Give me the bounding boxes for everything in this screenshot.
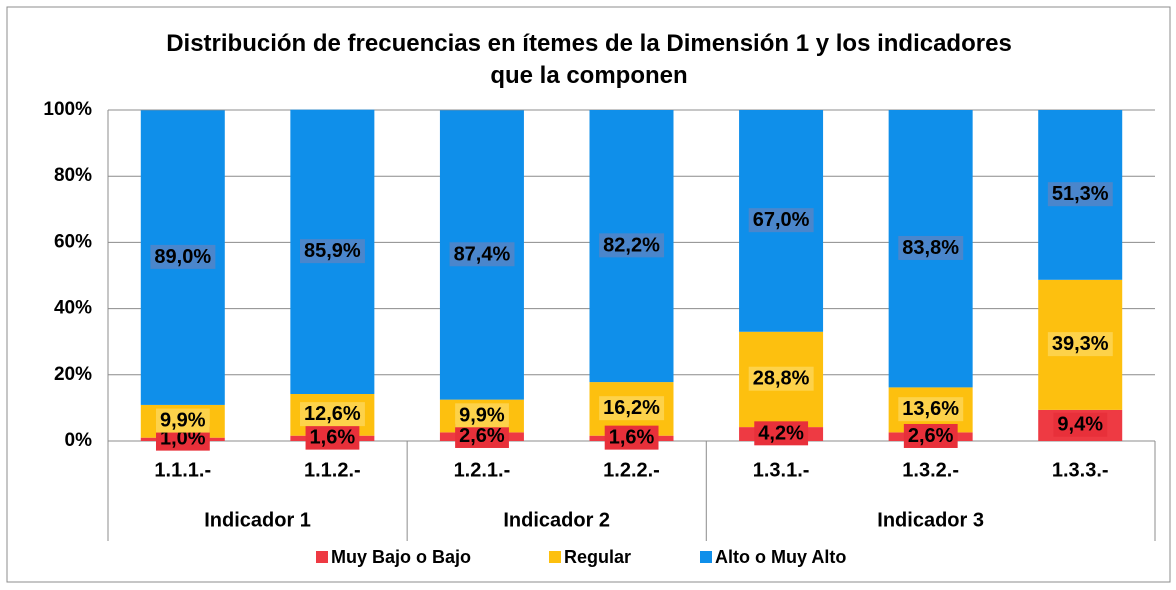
data-label-box xyxy=(449,242,515,267)
y-tick-label: 60% xyxy=(54,231,92,252)
y-tick-label: 40% xyxy=(54,298,92,319)
data-label-box xyxy=(599,233,665,258)
data-label-box xyxy=(1047,182,1113,207)
x-tick-label: 1.3.3.- xyxy=(1052,459,1109,481)
data-label: 82,2% xyxy=(603,234,660,256)
group-label: Indicador 3 xyxy=(877,509,984,531)
x-tick-label: 1.2.2.- xyxy=(603,459,660,481)
data-label: 1,6% xyxy=(609,427,655,449)
legend-label: Alto o Muy Alto xyxy=(715,547,846,567)
data-label: 87,4% xyxy=(454,243,511,265)
data-label-box xyxy=(299,402,365,427)
data-label-box xyxy=(604,425,659,450)
legend-label: Regular xyxy=(564,547,631,567)
y-tick-label: 100% xyxy=(43,99,92,120)
data-label-box xyxy=(898,235,964,260)
legend-label: Muy Bajo o Bajo xyxy=(331,547,471,567)
data-label: 28,8% xyxy=(753,368,810,390)
data-label: 4,2% xyxy=(758,422,804,444)
x-tick-label: 1.3.2.- xyxy=(902,459,959,481)
data-label: 9,9% xyxy=(160,410,206,432)
data-label-box xyxy=(754,421,809,446)
legend-swatch xyxy=(549,551,561,563)
data-label: 83,8% xyxy=(902,237,959,259)
data-label: 13,6% xyxy=(902,398,959,420)
data-label-box xyxy=(1047,332,1113,357)
x-tick-label: 1.3.1.- xyxy=(753,459,810,481)
data-label: 67,0% xyxy=(753,209,810,231)
data-label-box xyxy=(748,208,814,233)
data-label: 85,9% xyxy=(304,240,361,262)
data-label: 89,0% xyxy=(154,246,211,268)
data-label: 16,2% xyxy=(603,397,660,419)
data-label-box xyxy=(748,366,814,391)
data-label: 12,6% xyxy=(304,403,361,425)
x-tick-label: 1.1.1.- xyxy=(154,459,211,481)
legend-swatch xyxy=(700,551,712,563)
data-label-box xyxy=(1053,412,1108,437)
data-label-box xyxy=(599,396,665,421)
data-label-box xyxy=(903,423,958,448)
data-label: 2,6% xyxy=(459,425,505,447)
group-label: Indicador 2 xyxy=(503,509,610,531)
data-label: 1,0% xyxy=(160,428,206,450)
data-label: 1,6% xyxy=(310,427,356,449)
data-label: 39,3% xyxy=(1052,333,1109,355)
data-label: 2,6% xyxy=(908,425,954,447)
data-label-box xyxy=(898,397,964,422)
data-label-box xyxy=(455,423,509,448)
data-label: 9,4% xyxy=(1057,414,1103,436)
data-label-box xyxy=(155,408,210,433)
data-label: 9,9% xyxy=(459,404,505,426)
x-tick-label: 1.2.1.- xyxy=(454,459,511,481)
data-label-box xyxy=(299,239,365,264)
chart-title: Distribución de frecuencias en ítemes de… xyxy=(166,30,1012,89)
data-label-box xyxy=(455,403,509,428)
x-tick-label: 1.1.2.- xyxy=(304,459,361,481)
data-label: 51,3% xyxy=(1052,183,1109,205)
data-label-box xyxy=(305,425,360,450)
y-tick-label: 0% xyxy=(65,430,93,451)
data-label-box xyxy=(150,244,216,269)
legend-swatch xyxy=(316,551,328,563)
chart-border xyxy=(6,6,1171,583)
y-tick-label: 20% xyxy=(54,364,92,385)
group-label: Indicador 1 xyxy=(204,509,311,531)
y-tick-label: 80% xyxy=(54,165,92,186)
